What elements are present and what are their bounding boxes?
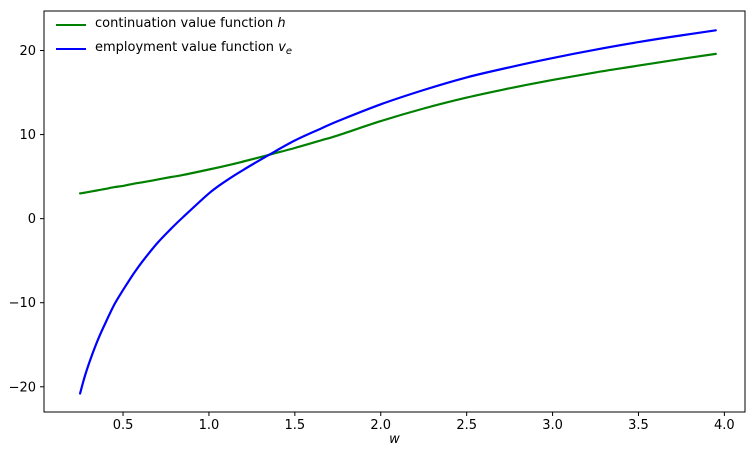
legend-item-continuation: continuation value function h: [56, 16, 292, 33]
legend-line-blue: [56, 47, 86, 50]
x-tick-label: 2.5: [456, 418, 477, 433]
legend-item-employment: employment value function ve: [56, 40, 292, 57]
continuation-value-curve: [79, 52, 717, 195]
legend-label-employment: employment value function ve: [95, 40, 293, 57]
legend: continuation value function h employment…: [56, 16, 292, 57]
y-tick-label: −10: [9, 296, 36, 311]
y-tick-label: 0: [28, 212, 36, 227]
y-tick-label: −20: [9, 380, 36, 395]
legend-line-green: [56, 23, 86, 26]
axes-spines: [43, 10, 746, 413]
x-tick-label: 2.0: [370, 418, 391, 433]
x-tick-label: 1.0: [199, 418, 220, 433]
x-axis-label: w: [389, 432, 400, 447]
y-tick-label: 20: [19, 44, 36, 59]
employment-value-curve: [79, 29, 717, 395]
legend-label-continuation: continuation value function h: [95, 16, 286, 31]
x-tick-label: 3.0: [542, 418, 563, 433]
x-tick-label: 4.0: [714, 418, 735, 433]
x-tick-label: 3.5: [628, 418, 649, 433]
y-tick-label: 10: [19, 128, 36, 143]
x-tick-label: 0.5: [113, 418, 134, 433]
x-tick-label: 1.5: [285, 418, 306, 433]
